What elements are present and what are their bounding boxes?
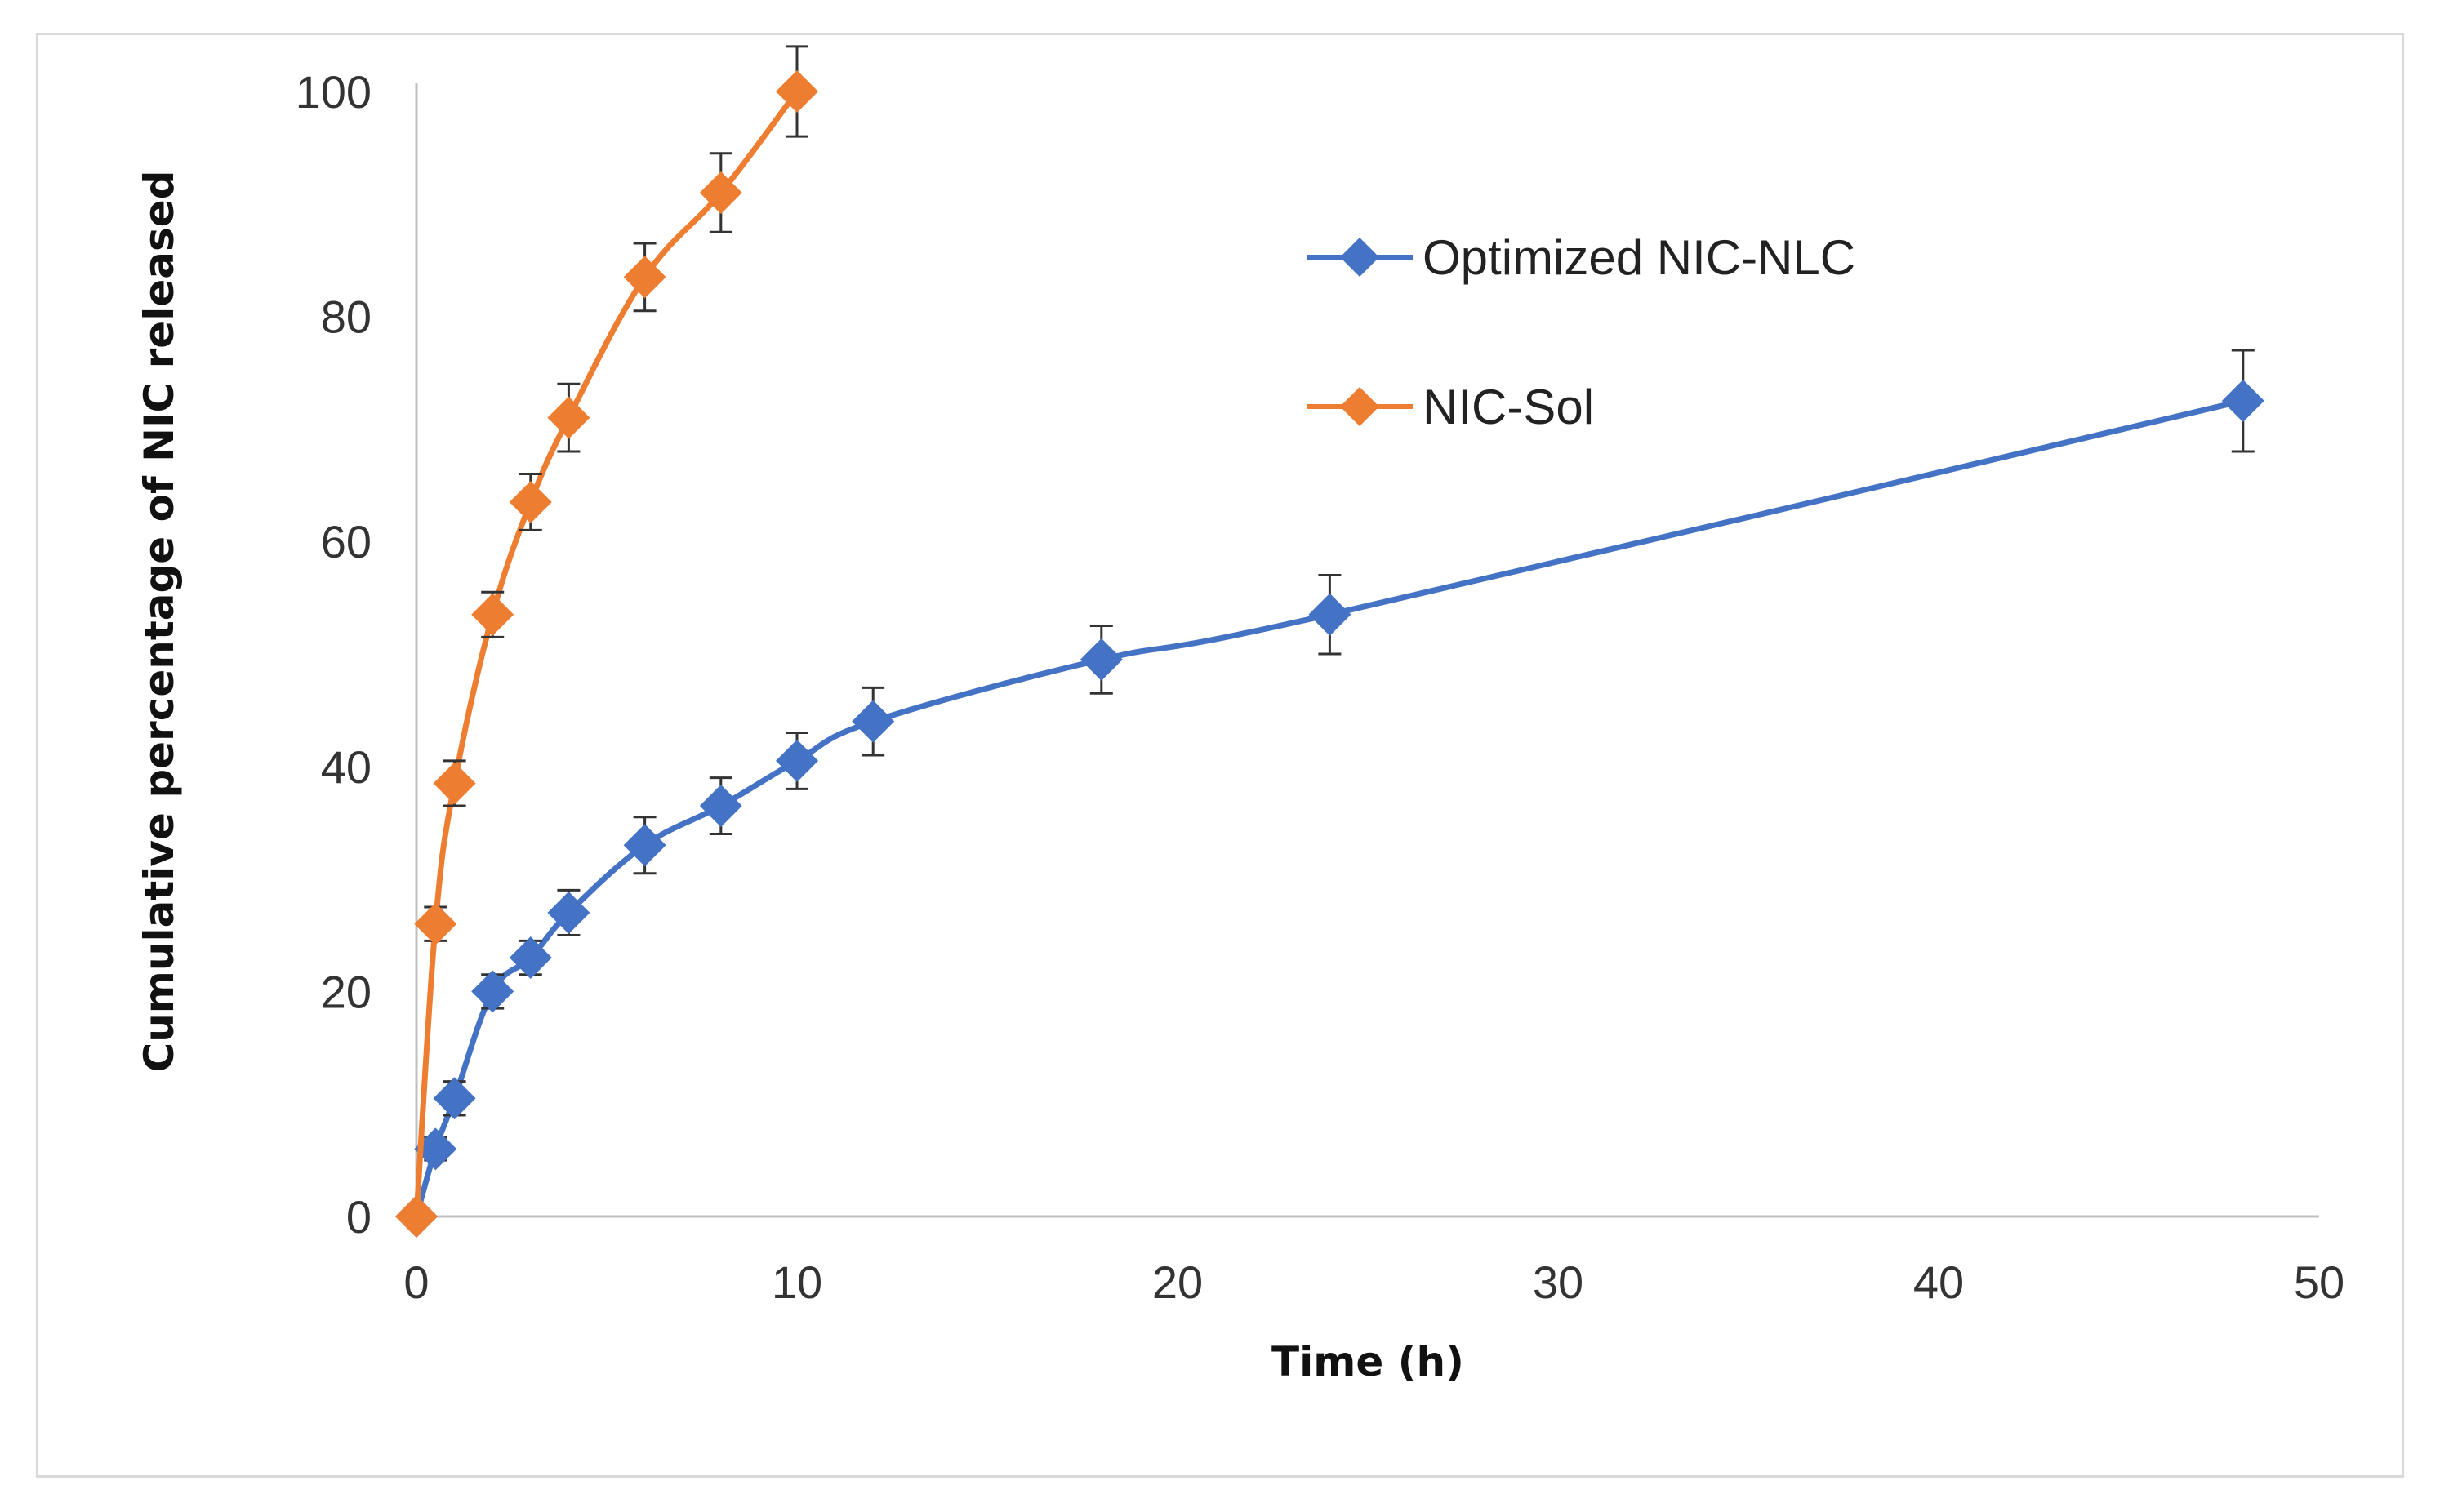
data-point-nic-sol (509, 480, 552, 523)
axes (415, 83, 2319, 1218)
x-axis-title: Time (h) (1271, 1338, 1464, 1385)
series-line-optimized-nic-nlc (413, 398, 2244, 1217)
data-point-optimized-nic-nlc (471, 970, 514, 1013)
y-tick-label: 0 (346, 1191, 372, 1243)
x-tick-label: 0 (403, 1256, 429, 1308)
legend-label-nic-sol: NIC-Sol (1423, 380, 1594, 434)
data-point-optimized-nic-nlc (414, 1127, 457, 1171)
series-layer (395, 45, 2264, 1238)
y-tick-label: 20 (321, 966, 372, 1017)
data-point-optimized-nic-nlc (2221, 379, 2264, 422)
data-point-optimized-nic-nlc (547, 891, 590, 934)
data-point-optimized-nic-nlc (1308, 593, 1351, 636)
y-tick-label: 40 (321, 741, 372, 793)
y-tick-label: 100 (296, 66, 372, 118)
x-tick-label: 30 (1533, 1256, 1583, 1308)
x-tick-label: 40 (1913, 1256, 1964, 1308)
legend-marker-nic-sol (1340, 387, 1379, 426)
data-point-optimized-nic-nlc (433, 1077, 476, 1120)
x-tick-label: 10 (772, 1256, 822, 1308)
data-point-nic-sol (547, 396, 590, 439)
data-point-optimized-nic-nlc (509, 936, 552, 980)
legend-item-nic-sol: NIC-Sol (1307, 380, 1594, 434)
y-tick-label: 60 (321, 516, 372, 567)
data-point-optimized-nic-nlc (776, 739, 818, 782)
legend-item-optimized-nic-nlc: Optimized NIC-NLC (1307, 230, 1855, 285)
data-point-optimized-nic-nlc (623, 824, 666, 867)
legend: Optimized NIC-NLC NIC-Sol (1307, 230, 1855, 434)
y-tick-labels: 0 20 40 60 80 100 (296, 66, 372, 1243)
x-tick-label: 20 (1152, 1256, 1203, 1308)
data-point-optimized-nic-nlc (1080, 638, 1123, 681)
data-point-nic-sol (433, 762, 476, 805)
legend-label-optimized-nic-nlc: Optimized NIC-NLC (1423, 230, 1855, 285)
data-point-optimized-nic-nlc (852, 700, 895, 743)
data-point-nic-sol (776, 70, 818, 113)
y-axis-title: Cumulative percentage of NIC released (136, 171, 183, 1073)
data-point-optimized-nic-nlc (699, 785, 742, 828)
data-point-nic-sol (623, 256, 666, 299)
series-nic-sol (395, 45, 818, 1238)
data-point-nic-sol (395, 1195, 438, 1238)
x-tick-label: 50 (2294, 1256, 2344, 1308)
y-tick-label: 80 (321, 291, 372, 343)
chart-frame (36, 33, 2404, 1478)
data-point-nic-sol (471, 593, 514, 636)
data-point-nic-sol (699, 171, 742, 215)
series-optimized-nic-nlc (395, 349, 2264, 1238)
legend-marker-optimized-nic-nlc (1340, 238, 1379, 277)
data-point-nic-sol (414, 902, 457, 945)
x-tick-labels: 0 10 20 30 40 50 (403, 1256, 2344, 1308)
